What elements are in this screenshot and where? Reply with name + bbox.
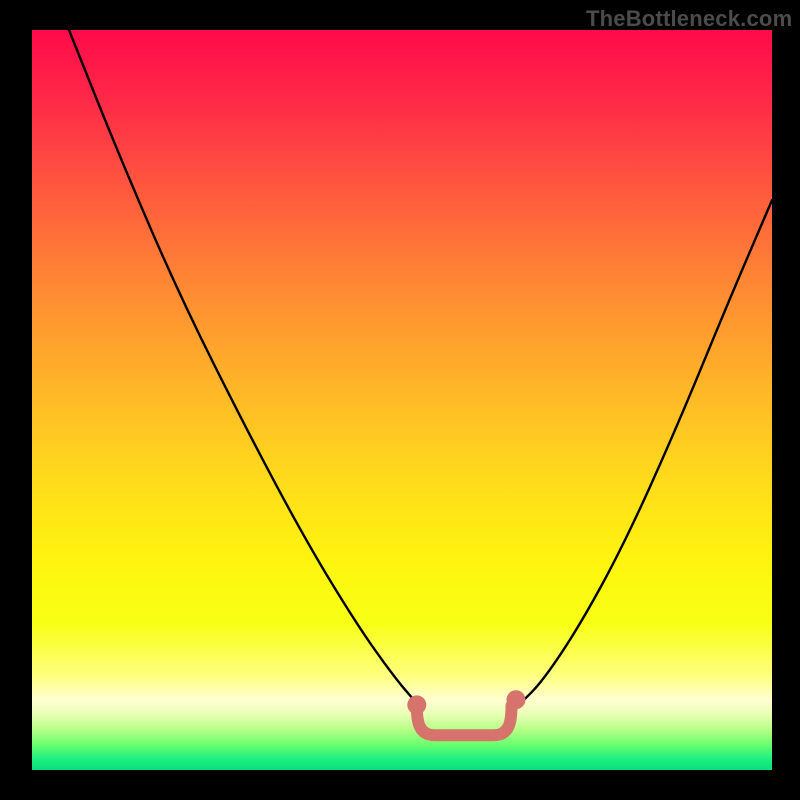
chart-svg: [32, 30, 772, 770]
chart-frame: [32, 30, 772, 770]
marker-dot-left: [407, 695, 426, 714]
marker-dot-right: [506, 690, 525, 709]
gradient-background: [32, 30, 772, 770]
watermark-text: TheBottleneck.com: [586, 6, 792, 32]
